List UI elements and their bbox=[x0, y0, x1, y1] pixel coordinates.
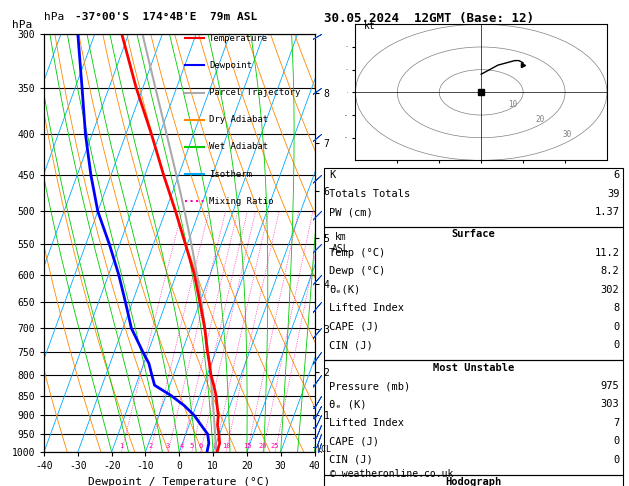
Text: 975: 975 bbox=[601, 381, 620, 391]
Text: 1.37: 1.37 bbox=[594, 207, 620, 217]
Text: 6: 6 bbox=[199, 443, 203, 449]
Text: PW (cm): PW (cm) bbox=[329, 207, 373, 217]
Text: 15: 15 bbox=[243, 443, 252, 449]
Text: 0: 0 bbox=[613, 340, 620, 350]
Text: Isotherm: Isotherm bbox=[209, 170, 252, 178]
Text: 10: 10 bbox=[222, 443, 230, 449]
Text: 6: 6 bbox=[613, 170, 620, 180]
Text: K: K bbox=[329, 170, 335, 180]
Text: kt: kt bbox=[364, 21, 376, 31]
Text: 3: 3 bbox=[166, 443, 170, 449]
Text: 20: 20 bbox=[259, 443, 267, 449]
Text: © weatheronline.co.uk: © weatheronline.co.uk bbox=[330, 469, 454, 479]
Text: CIN (J): CIN (J) bbox=[329, 340, 373, 350]
Text: hPa: hPa bbox=[44, 12, 64, 22]
Text: θₑ (K): θₑ (K) bbox=[329, 399, 367, 410]
Text: Dry Adiabat: Dry Adiabat bbox=[209, 115, 268, 124]
Text: 30.05.2024  12GMT (Base: 12): 30.05.2024 12GMT (Base: 12) bbox=[324, 12, 534, 25]
Text: CIN (J): CIN (J) bbox=[329, 455, 373, 465]
Y-axis label: km
ASL: km ASL bbox=[331, 232, 349, 254]
X-axis label: Dewpoint / Temperature (°C): Dewpoint / Temperature (°C) bbox=[88, 477, 270, 486]
Text: Parcel Trajectory: Parcel Trajectory bbox=[209, 88, 301, 97]
Text: 8.2: 8.2 bbox=[601, 266, 620, 277]
Text: θₑ(K): θₑ(K) bbox=[329, 285, 360, 295]
Text: Dewp (°C): Dewp (°C) bbox=[329, 266, 385, 277]
Text: Temp (°C): Temp (°C) bbox=[329, 248, 385, 258]
Text: 1: 1 bbox=[120, 443, 123, 449]
Text: Totals Totals: Totals Totals bbox=[329, 189, 410, 199]
Text: 0: 0 bbox=[613, 322, 620, 332]
Text: 8: 8 bbox=[213, 443, 217, 449]
Text: 0: 0 bbox=[613, 436, 620, 447]
Text: 10: 10 bbox=[508, 100, 518, 109]
Text: 7: 7 bbox=[613, 418, 620, 428]
Text: CAPE (J): CAPE (J) bbox=[329, 436, 379, 447]
Text: Temperature: Temperature bbox=[209, 34, 268, 43]
Text: hPa: hPa bbox=[11, 20, 32, 30]
Text: 25: 25 bbox=[271, 443, 279, 449]
Text: Pressure (mb): Pressure (mb) bbox=[329, 381, 410, 391]
Text: 20: 20 bbox=[536, 115, 545, 124]
Text: Lifted Index: Lifted Index bbox=[329, 418, 404, 428]
Text: 5: 5 bbox=[190, 443, 194, 449]
Text: 303: 303 bbox=[601, 399, 620, 410]
Text: 2: 2 bbox=[148, 443, 152, 449]
Text: CAPE (J): CAPE (J) bbox=[329, 322, 379, 332]
Text: 0: 0 bbox=[613, 455, 620, 465]
Text: 11.2: 11.2 bbox=[594, 248, 620, 258]
Text: -37°00'S  174°4B'E  79m ASL: -37°00'S 174°4B'E 79m ASL bbox=[75, 12, 258, 22]
Text: Hodograph: Hodograph bbox=[445, 477, 501, 486]
Text: LCL: LCL bbox=[316, 445, 331, 454]
Text: Wet Adiabat: Wet Adiabat bbox=[209, 142, 268, 151]
Text: 4: 4 bbox=[179, 443, 184, 449]
Text: 30: 30 bbox=[563, 130, 572, 139]
Text: Dewpoint: Dewpoint bbox=[209, 61, 252, 70]
Text: 39: 39 bbox=[607, 189, 620, 199]
Text: Mixing Ratio: Mixing Ratio bbox=[209, 197, 274, 206]
Text: Surface: Surface bbox=[452, 229, 495, 240]
Text: 302: 302 bbox=[601, 285, 620, 295]
Text: 8: 8 bbox=[613, 303, 620, 313]
Text: Lifted Index: Lifted Index bbox=[329, 303, 404, 313]
Text: Most Unstable: Most Unstable bbox=[433, 363, 514, 373]
